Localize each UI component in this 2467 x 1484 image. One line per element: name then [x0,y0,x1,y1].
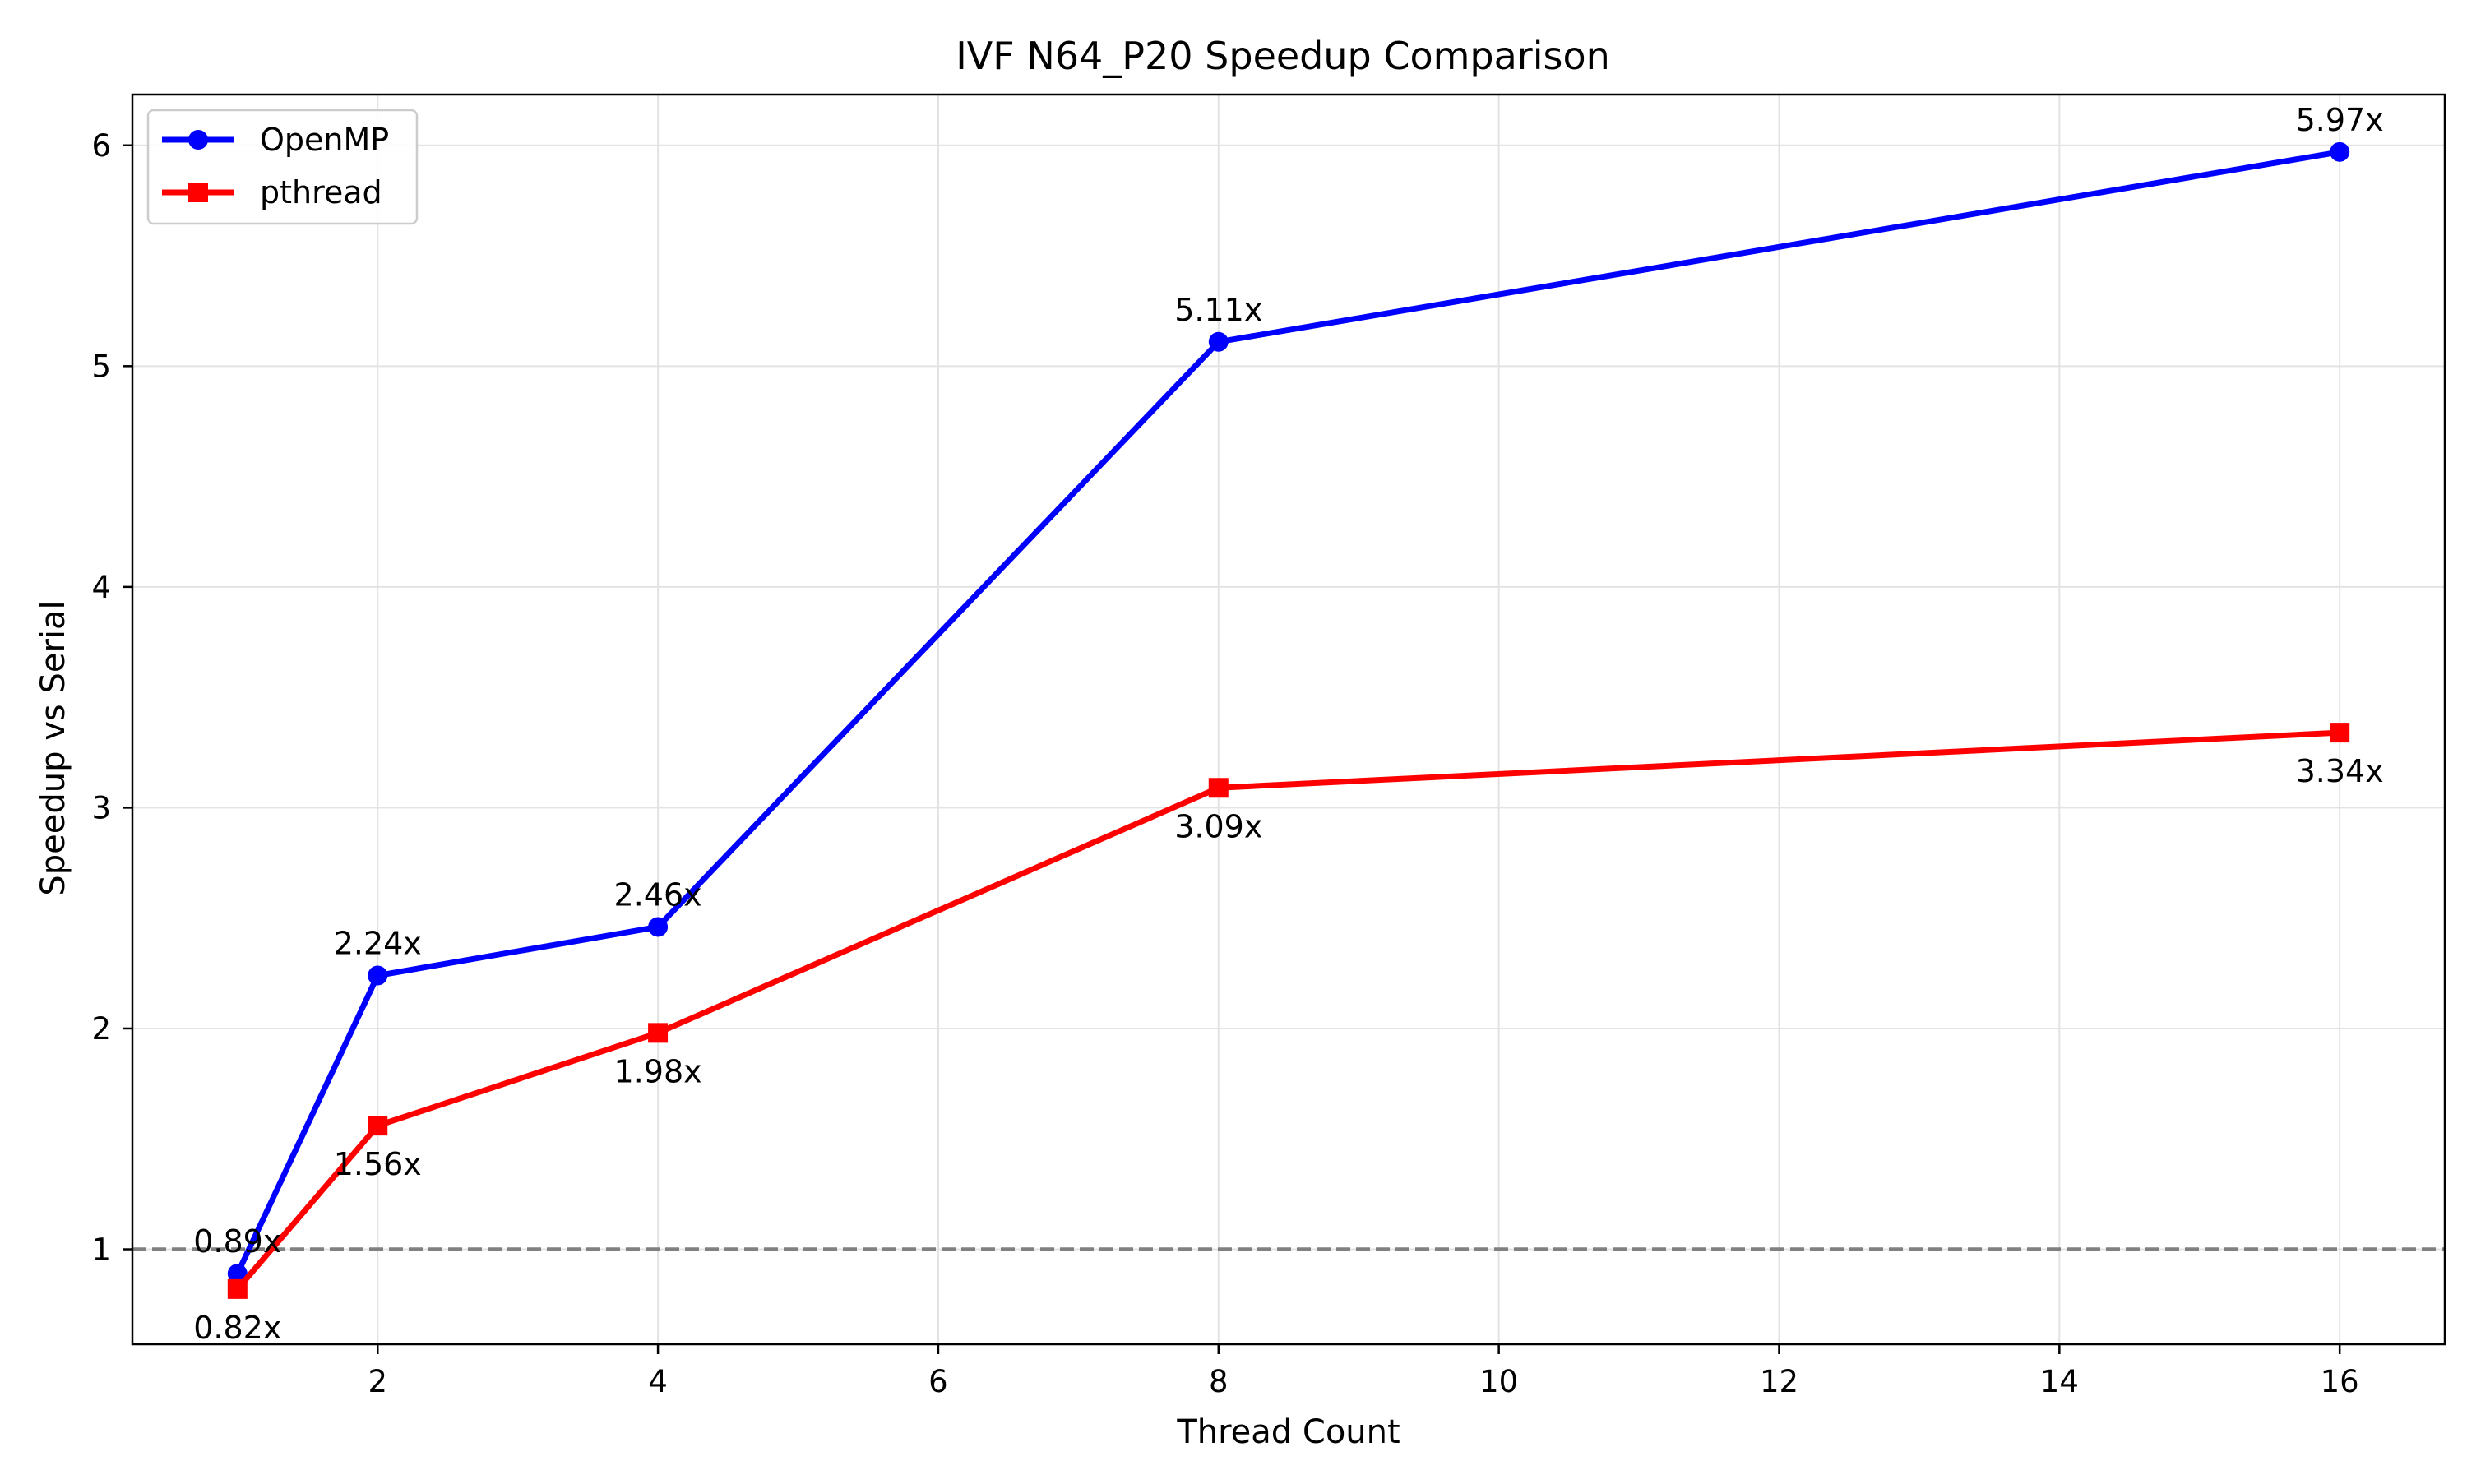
pthread-data-label: 0.82x [193,1310,281,1346]
legend-label: pthread [260,174,382,210]
pthread-marker [227,1278,248,1299]
openmp-series [227,141,2350,1284]
pthread-marker [648,1023,669,1043]
openmp-marker [227,1264,248,1284]
legend-item-pthread: pthread [162,174,382,210]
legend-item-openmp: OpenMP [162,122,389,158]
y-tick-label: 1 [91,1232,111,1268]
openmp-data-label: 2.24x [334,926,422,962]
y-tick-label: 5 [91,349,111,384]
y-tick-label: 3 [91,790,111,825]
x-axis-label: Thread Count [1176,1413,1400,1451]
legend-swatch-marker [188,183,208,202]
y-tick-label: 6 [91,128,111,164]
legend-label: OpenMP [260,122,389,158]
x-tick-label: 14 [2040,1364,2079,1399]
openmp-marker [368,965,388,986]
pthread-data-label: 3.34x [2296,753,2384,789]
y-axis-label: Speedup vs Serial [35,600,72,895]
x-tick-label: 16 [2321,1364,2359,1399]
openmp-marker [648,917,669,937]
data-label-layer: 0.89x 2.24x 2.46x 5.11x 5.97x 0.82x 1.56x 1.98x… [193,102,2383,1346]
openmp-marker [1208,331,1229,352]
openmp-data-label: 2.46x [614,876,702,913]
plot-frame [131,93,2446,1346]
pthread-marker [368,1116,388,1136]
openmp-marker [2330,141,2350,162]
legend-swatch-marker [188,130,208,150]
pthread-data-label: 1.56x [334,1146,422,1182]
openmp-data-label: 0.89x [193,1223,281,1260]
pthread-marker [2330,723,2350,743]
openmp-data-label: 5.11x [1174,292,1262,328]
y-tick-label: 4 [91,570,111,605]
legend: OpenMP pthread [146,109,419,225]
pthread-series [227,723,2350,1299]
pthread-data-label: 3.09x [1174,808,1262,844]
pthread-marker [1208,778,1229,798]
chart-title: IVF N64_P20 Speedup Comparison [956,34,1610,78]
y-tick-label: 2 [91,1011,111,1047]
openmp-data-label: 5.97x [2296,102,2384,138]
series-layer [227,141,2350,1299]
x-tick-label: 8 [1209,1364,1229,1399]
x-tick-label: 12 [1760,1364,1798,1399]
x-tick-label: 10 [1479,1364,1518,1399]
pthread-data-label: 1.98x [614,1053,702,1089]
x-tick-label: 4 [648,1364,668,1399]
x-tick-label: 2 [368,1364,387,1399]
x-tick-label: 6 [928,1364,948,1399]
